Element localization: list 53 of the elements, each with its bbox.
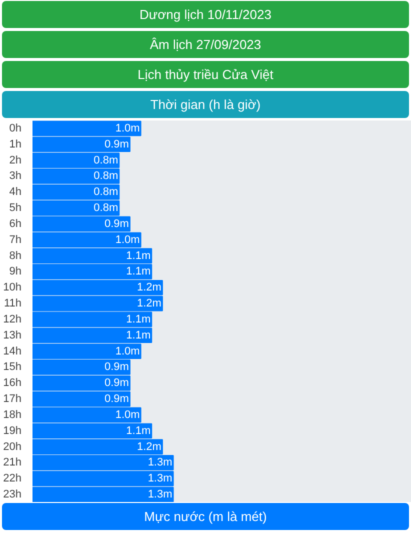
data-label: 1.3m — [148, 488, 172, 501]
data-label: 0.8m — [94, 186, 118, 198]
y-tick-label: 1h — [9, 138, 22, 150]
data-label: 0.9m — [104, 393, 129, 406]
y-tick-label: 18h — [3, 408, 22, 421]
data-label: 1.0m — [115, 345, 140, 358]
data-label: 1.2m — [136, 298, 162, 310]
y-tick-label: 22h — [3, 472, 22, 485]
x-axis-title: Mực nước (m là mét) — [144, 508, 267, 526]
y-tick-label: 3h — [9, 170, 22, 182]
text: Lịch thủy triều Cửa Việt — [138, 66, 274, 84]
chart-title: Dương lịch 10/11/2023 — [140, 6, 272, 24]
y-tick-label: 2h — [9, 154, 22, 166]
data-label: 1.1m — [126, 424, 151, 437]
y-tick-label: 23h — [3, 488, 22, 501]
data-label: 0.8m — [94, 154, 118, 166]
y-tick-label: 8h — [9, 250, 22, 262]
data-label: 0.9m — [104, 377, 129, 390]
y-tick-label: 14h — [3, 345, 22, 358]
data-label: 0.9m — [104, 361, 129, 374]
chart-subtitle: Âm lịch 27/09/2023 — [150, 36, 262, 54]
y-tick-label: 21h — [3, 456, 22, 469]
data-label: 1.3m — [148, 472, 172, 485]
y-tick-label: 15h — [3, 361, 22, 374]
data-label: 1.2m — [136, 440, 162, 453]
y-tick-label: 5h — [9, 202, 22, 214]
y-tick-label: 0h — [9, 122, 22, 134]
data-label: 1.1m — [126, 329, 151, 342]
y-tick-label: 11h — [4, 298, 22, 310]
y-tick-label: 19h — [3, 424, 22, 437]
y-tick-label: 12h — [3, 313, 22, 326]
y-tick-label: 6h — [9, 218, 22, 230]
data-label: 1.1m — [126, 266, 151, 278]
data-label: 0.8m — [94, 170, 118, 182]
y-tick-label: 17h — [3, 393, 22, 406]
data-label: 1.0m — [115, 234, 140, 246]
data-label: 1.0m — [115, 408, 140, 421]
data-label: 1.2m — [136, 282, 162, 294]
data-label: 1.0m — [115, 122, 140, 134]
y-tick-label: 9h — [9, 266, 22, 278]
y-tick-label: 4h — [9, 186, 22, 198]
y-tick-label: 20h — [3, 440, 22, 453]
data-label: 1.1m — [126, 250, 151, 262]
data-label: 0.9m — [104, 138, 129, 150]
y-axis-title: Thời gian (h là giờ) — [150, 96, 261, 114]
y-tick-label: 16h — [3, 377, 22, 390]
data-label: 0.8m — [94, 202, 118, 214]
y-tick-label: 7h — [9, 234, 22, 246]
y-tick-label: 13h — [3, 329, 22, 342]
data-label: 0.9m — [104, 218, 129, 230]
data-label: 1.3m — [148, 456, 172, 469]
data-label: 1.1m — [126, 313, 151, 326]
y-tick-label: 10h — [3, 282, 22, 294]
